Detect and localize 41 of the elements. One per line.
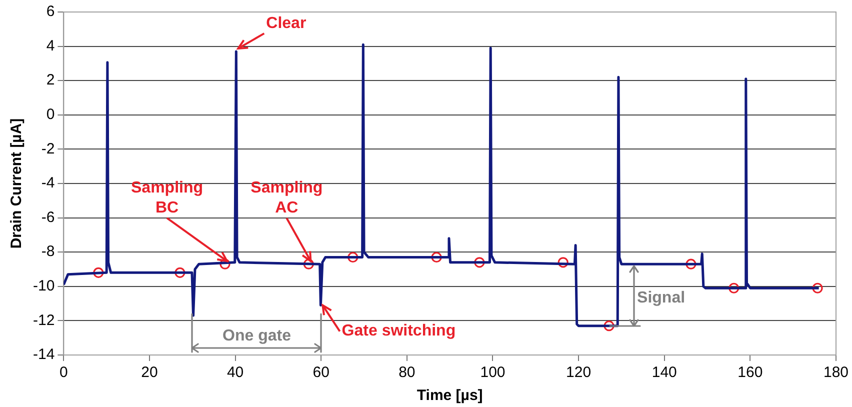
- y-tick-label: -2: [41, 140, 55, 158]
- y-tick-label: -6: [41, 208, 55, 226]
- annotation: Gate switching: [342, 322, 456, 340]
- x-tick-label: 180: [823, 364, 849, 382]
- point: [303, 258, 314, 270]
- y-axis-title: Drain Current [µA]: [8, 118, 26, 249]
- annotation: Clear: [266, 14, 306, 32]
- y-tick-label: 2: [46, 72, 55, 89]
- annotation: One gate: [222, 328, 292, 345]
- annotation: Sampling AC: [250, 180, 323, 217]
- point: [604, 320, 614, 332]
- y-tick-label: -12: [32, 312, 55, 329]
- y-tick-label: 6: [46, 3, 55, 20]
- x-tick-label: 100: [480, 364, 506, 382]
- point: [686, 258, 696, 270]
- y-tick-label: -10: [32, 278, 55, 295]
- x-tick-label: 80: [398, 364, 416, 382]
- point: [220, 258, 230, 270]
- point: [174, 267, 186, 278]
- point: [93, 267, 104, 278]
- x-tick-label: 120: [566, 364, 592, 382]
- x-axis-title: Time [µs]: [416, 387, 483, 404]
- x-tick-label: 140: [652, 364, 677, 382]
- annotation: Sampling BC: [131, 180, 204, 217]
- y-tick-label: 4: [46, 37, 55, 54]
- point: [348, 252, 358, 263]
- x-tick-label: 40: [226, 364, 244, 382]
- y-tick-label: -8: [41, 243, 55, 260]
- x-tick-label: 60: [312, 364, 330, 382]
- point: [812, 282, 823, 294]
- x-tick-label: 160: [738, 364, 763, 382]
- point: [728, 282, 740, 294]
- annotation: Signal: [637, 289, 686, 306]
- x-tick-label: 20: [141, 364, 158, 382]
- point: [431, 252, 442, 263]
- point: [558, 257, 568, 268]
- y-tick-label: 0: [46, 106, 55, 124]
- y-tick-label: -14: [32, 346, 55, 364]
- point: [474, 257, 485, 268]
- x-tick-label: 0: [60, 364, 68, 382]
- y-tick-label: -4: [41, 174, 55, 192]
